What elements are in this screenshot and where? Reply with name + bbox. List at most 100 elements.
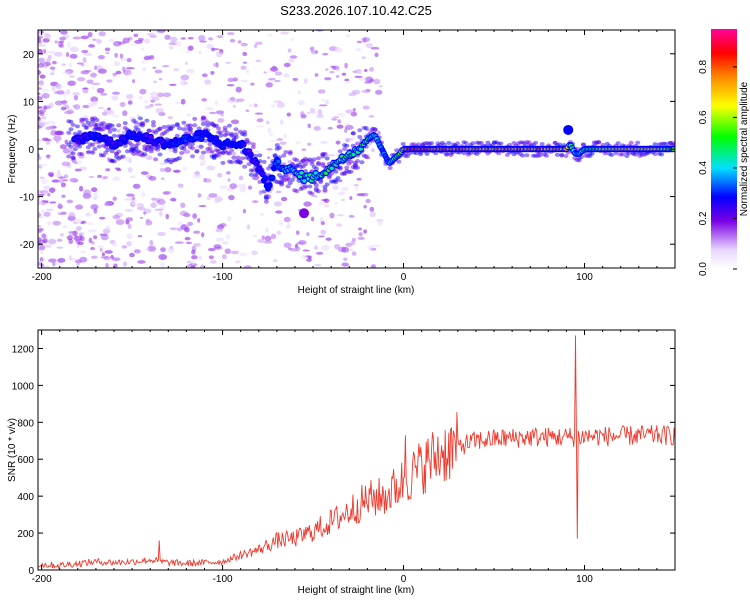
noise-blob: [268, 132, 274, 137]
noise-blob: [209, 111, 217, 115]
noise-blob: [38, 200, 43, 205]
noise-blob: [245, 109, 250, 113]
noise-blob: [60, 106, 67, 111]
noise-blob: [299, 111, 305, 117]
noise-blob: [47, 192, 51, 197]
noise-blob: [206, 196, 211, 201]
noise-blob: [212, 62, 219, 68]
noise-blob: [61, 194, 66, 198]
noise-blob: [47, 51, 56, 54]
noise-blob: [254, 112, 264, 115]
noise-blob: [41, 89, 50, 93]
haze-blob: [153, 157, 159, 162]
colorbar-tick-label: 0.6: [698, 110, 709, 124]
haze-blob: [226, 123, 232, 128]
haze-blob: [177, 156, 183, 161]
noise-blob: [376, 218, 384, 222]
noise-blob: [41, 199, 49, 203]
noise-blob: [38, 37, 42, 43]
noise-blob: [176, 227, 182, 232]
y-tick-label: 400: [17, 492, 34, 503]
noise-blob: [65, 178, 72, 181]
haze-blob: [200, 121, 206, 126]
noise-blob: [254, 150, 261, 153]
noise-blob: [321, 244, 331, 251]
noise-blob: [38, 96, 43, 101]
noise-blob: [343, 128, 348, 133]
noise-blob: [99, 216, 106, 220]
noise-blob: [193, 173, 201, 179]
noise-blob: [83, 52, 93, 57]
haze-blob: [557, 142, 563, 147]
noise-blob: [140, 171, 149, 175]
noise-blob: [370, 46, 380, 50]
noise-blob: [247, 104, 256, 107]
haze-blob: [333, 179, 339, 184]
noise-blob: [341, 72, 347, 76]
noise-blob: [313, 125, 321, 131]
haze-blob: [524, 153, 530, 158]
haze-blob: [635, 140, 641, 145]
haze-blob: [313, 182, 319, 187]
noise-blob: [97, 245, 105, 248]
noise-blob: [323, 198, 330, 204]
noise-blob: [41, 233, 47, 239]
noise-blob: [283, 216, 291, 223]
noise-blob: [227, 178, 231, 183]
noise-blob: [198, 256, 202, 260]
noise-blob: [324, 77, 332, 81]
noise-blob: [287, 48, 292, 53]
noise-blob: [45, 208, 55, 212]
haze-blob: [233, 135, 239, 140]
haze-blob: [302, 184, 308, 189]
noise-blob: [151, 197, 157, 201]
noise-blob: [273, 80, 281, 83]
noise-blob: [57, 202, 62, 208]
haze-blob: [344, 165, 350, 170]
ridge-cell: [271, 166, 277, 171]
noise-blob: [66, 42, 71, 49]
noise-blob: [103, 256, 111, 261]
noise-blob: [72, 230, 78, 237]
noise-blob: [187, 36, 194, 40]
noise-blob: [314, 263, 322, 267]
noise-blob: [309, 107, 316, 113]
haze-blob: [357, 128, 363, 133]
haze-blob: [209, 149, 215, 154]
haze-blob: [559, 153, 565, 158]
noise-blob: [92, 100, 99, 106]
haze-blob: [609, 153, 615, 158]
haze-blob: [313, 166, 319, 171]
noise-blob: [232, 151, 237, 157]
noise-blob: [283, 242, 292, 248]
noise-blob: [127, 223, 132, 230]
noise-blob: [74, 161, 78, 164]
haze-blob: [68, 119, 74, 124]
haze-blob: [250, 145, 256, 150]
noise-blob: [86, 102, 93, 107]
haze-blob: [148, 147, 154, 152]
noise-blob: [372, 244, 381, 248]
haze-blob: [198, 144, 204, 149]
noise-blob: [256, 118, 264, 123]
noise-blob: [105, 263, 109, 268]
noise-blob: [124, 198, 133, 201]
haze-blob: [72, 147, 78, 152]
ridge-cell: [299, 170, 304, 175]
y-tick-label: 0: [28, 145, 34, 156]
haze-blob: [348, 159, 354, 164]
noise-blob: [69, 75, 75, 78]
haze-blob: [446, 140, 452, 145]
y-tick-label: 200: [17, 529, 34, 540]
noise-blob: [138, 96, 144, 100]
noise-blob: [279, 141, 287, 145]
noise-blob: [187, 221, 194, 227]
noise-blob: [324, 68, 329, 71]
noise-blob: [364, 81, 373, 84]
noise-blob: [353, 184, 359, 187]
noise-blob: [165, 213, 170, 220]
haze-blob: [263, 194, 269, 199]
noise-blob: [201, 73, 208, 78]
noise-blob: [185, 50, 191, 54]
